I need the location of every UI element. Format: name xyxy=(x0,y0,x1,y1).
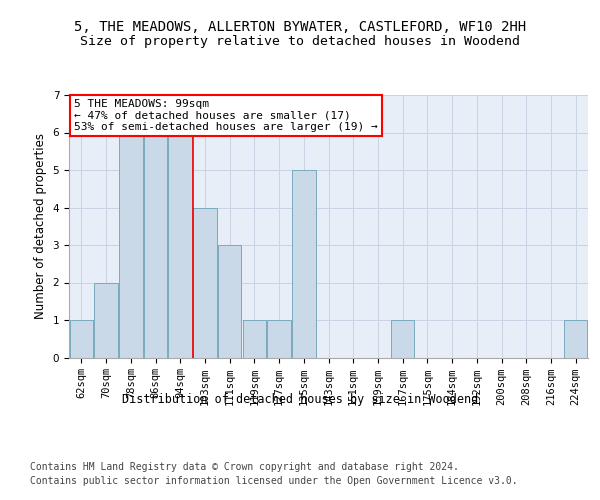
Bar xyxy=(218,245,241,358)
Bar xyxy=(268,320,291,358)
Text: Size of property relative to detached houses in Woodend: Size of property relative to detached ho… xyxy=(80,35,520,48)
Text: Contains public sector information licensed under the Open Government Licence v3: Contains public sector information licen… xyxy=(30,476,518,486)
Text: 5 THE MEADOWS: 99sqm
← 47% of detached houses are smaller (17)
53% of semi-detac: 5 THE MEADOWS: 99sqm ← 47% of detached h… xyxy=(74,99,378,132)
Bar xyxy=(144,132,167,358)
Bar xyxy=(292,170,316,358)
Bar xyxy=(242,320,266,358)
Text: Distribution of detached houses by size in Woodend: Distribution of detached houses by size … xyxy=(122,392,478,406)
Bar xyxy=(169,132,192,358)
Bar xyxy=(193,208,217,358)
Text: Contains HM Land Registry data © Crown copyright and database right 2024.: Contains HM Land Registry data © Crown c… xyxy=(30,462,459,472)
Text: 5, THE MEADOWS, ALLERTON BYWATER, CASTLEFORD, WF10 2HH: 5, THE MEADOWS, ALLERTON BYWATER, CASTLE… xyxy=(74,20,526,34)
Bar xyxy=(564,320,587,358)
Bar xyxy=(391,320,415,358)
Bar xyxy=(94,282,118,358)
Bar xyxy=(119,132,143,358)
Y-axis label: Number of detached properties: Number of detached properties xyxy=(34,133,47,320)
Bar xyxy=(70,320,93,358)
